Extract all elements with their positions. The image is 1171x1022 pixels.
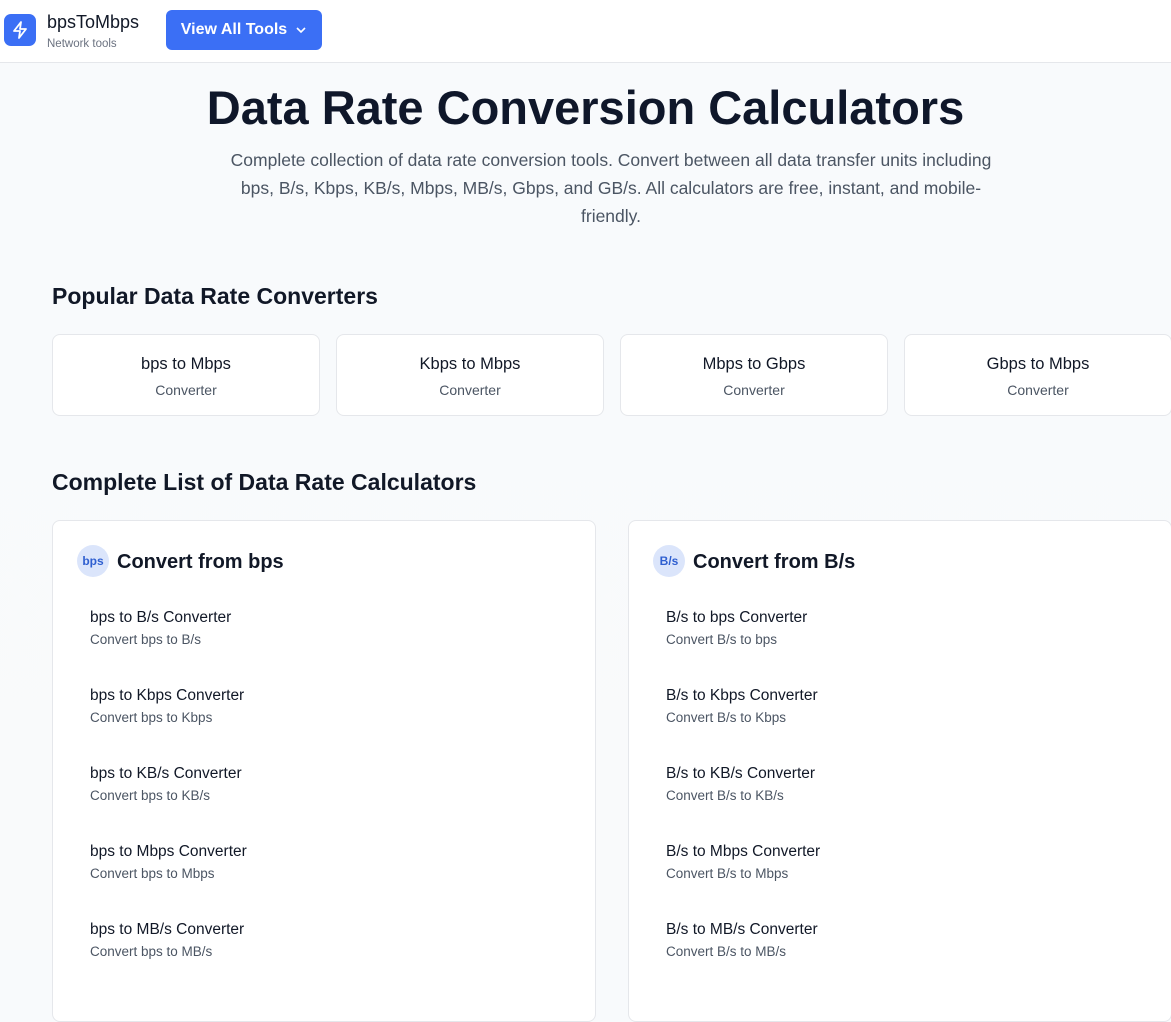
converter-link[interactable]: bps to Mbps Converter Convert bps to Mbps (90, 843, 247, 881)
section-heading: Complete List of Data Rate Calculators (52, 469, 477, 495)
converter-link[interactable]: B/s to bps Converter Convert B/s to bps (666, 609, 807, 647)
menu-label: View All Tools (180, 21, 288, 38)
section-heading: Popular Data Rate Converters (52, 283, 378, 309)
link-title: B/s to MB/s Converter (666, 921, 818, 938)
converter-group: B/s Convert from B/s B/s to bps Converter C… (628, 520, 1171, 1022)
converter-link[interactable]: B/s to Kbps Converter Convert B/s to Kbps (666, 687, 818, 725)
link-description: Convert B/s to KB/s (666, 788, 784, 803)
link-title: bps to MB/s Converter (90, 921, 245, 938)
brand[interactable]: bpsToMbps (47, 12, 140, 32)
converter-card[interactable]: bps to Mbps Converter (52, 334, 320, 416)
link-title: B/s to KB/s Converter (666, 765, 816, 782)
converter-link[interactable]: B/s to MB/s Converter Convert B/s to MB/s (666, 921, 818, 959)
link-title: B/s to Mbps Converter (666, 843, 821, 860)
link-title: B/s to bps Converter (666, 609, 808, 626)
card-subtitle: Converter (1007, 382, 1069, 398)
card-subtitle: Converter (723, 382, 785, 398)
converter-link[interactable]: B/s to Mbps Converter Convert B/s to Mbps (666, 843, 820, 881)
link-description: Convert B/s to bps (666, 632, 778, 647)
card-subtitle: Converter (155, 382, 217, 398)
link-description: Convert B/s to Kbps (666, 710, 787, 725)
converter-card[interactable]: Kbps to Mbps Converter (336, 334, 604, 416)
header: bpsToMbps Network tools View All Tools (0, 0, 1171, 63)
logo-icon (13, 21, 27, 39)
link-description: Convert B/s to Mbps (666, 866, 789, 881)
converter-link[interactable]: bps to KB/s Converter Convert bps to KB/s (90, 765, 242, 803)
link-title: B/s to Kbps Converter (666, 687, 818, 704)
group-badge: B/s (653, 545, 685, 577)
converter-link[interactable]: bps to B/s Converter Convert bps to B/s (90, 609, 231, 647)
converter-link[interactable]: bps to MB/s Converter Convert bps to MB/s (90, 921, 244, 959)
group-title: Convert from bps (117, 551, 284, 573)
page-subtitle: Complete collection of data rate convers… (230, 150, 992, 226)
converter-card[interactable]: Mbps to Gbps Converter (620, 334, 888, 416)
converter-card[interactable]: Gbps to Mbps Converter (904, 334, 1171, 416)
menu-button[interactable]: View All Tools (166, 10, 322, 50)
card-title: Kbps to Mbps (419, 355, 521, 373)
chevron (296, 27, 306, 34)
card-title: bps to Mbps (141, 355, 231, 373)
logo[interactable] (4, 14, 36, 46)
link-description: Convert bps to KB/s (90, 788, 211, 803)
link-description: Convert bps to Mbps (90, 866, 215, 881)
link-description: Convert bps to Kbps (90, 710, 213, 725)
page-title: Data Rate Conversion Calculators (206, 81, 965, 134)
link-description: Convert bps to B/s (90, 632, 202, 647)
converter-link[interactable]: B/s to KB/s Converter Convert B/s to KB/s (666, 765, 815, 803)
link-description: Convert B/s to MB/s (666, 944, 787, 959)
converter-link[interactable]: bps to Kbps Converter Convert bps to Kbps (90, 687, 244, 725)
link-title: bps to Mbps Converter (90, 843, 247, 860)
card-title: Gbps to Mbps (986, 355, 1090, 373)
converter-group: bps Convert from bps bps to B/s Converter C… (52, 520, 596, 1022)
card-title: Mbps to Gbps (702, 355, 806, 373)
group-badge: bps (77, 545, 109, 577)
link-title: bps to KB/s Converter (90, 765, 242, 782)
link-description: Convert bps to MB/s (90, 944, 213, 959)
tagline: Network tools (47, 38, 117, 50)
card-subtitle: Converter (439, 382, 501, 398)
link-title: bps to Kbps Converter (90, 687, 245, 704)
link-title: bps to B/s Converter (90, 609, 232, 626)
group-title: Convert from B/s (693, 551, 856, 573)
